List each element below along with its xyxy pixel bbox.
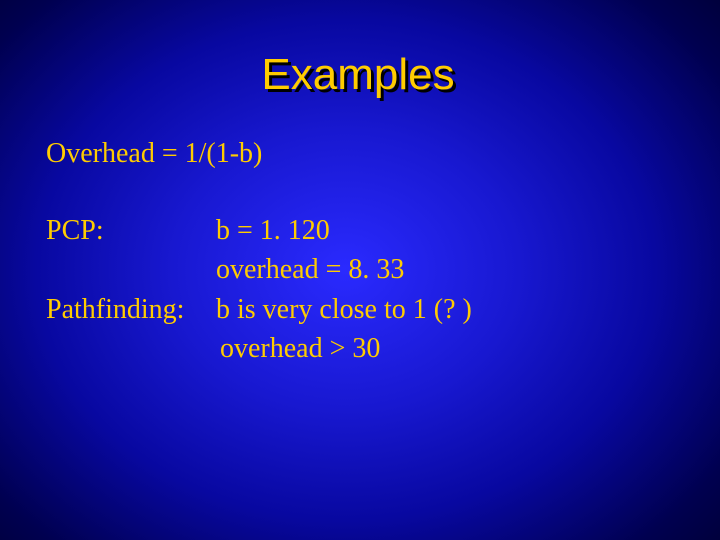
entry-value-line2: overhead = 8. 33: [216, 250, 472, 289]
entry-label: Pathfinding:: [46, 290, 216, 329]
formula-line: Overhead = 1/(1-b): [46, 134, 670, 173]
entry-row: overhead = 8. 33: [46, 250, 472, 289]
slide-body: Overhead = 1/(1-b) PCP: b = 1. 120 overh…: [46, 134, 670, 368]
entry-label-empty: [46, 329, 216, 368]
entry-value-line2: overhead > 30: [216, 329, 472, 368]
entry-row: overhead > 30: [46, 329, 472, 368]
entry-value-line1: b = 1. 120: [216, 211, 472, 250]
entry-row: Pathfinding: b is very close to 1 (? ): [46, 290, 472, 329]
title-shadow-text: Examples Examples: [261, 50, 454, 100]
entries-table: PCP: b = 1. 120 overhead = 8. 33 Pathfin…: [46, 211, 472, 368]
entry-value-line1: b is very close to 1 (? ): [216, 290, 472, 329]
entry-label-empty: [46, 250, 216, 289]
entry-label: PCP:: [46, 211, 216, 250]
slide: Examples Examples Overhead = 1/(1-b) PCP…: [0, 0, 720, 540]
entry-row: PCP: b = 1. 120: [46, 211, 472, 250]
slide-title: Examples Examples: [46, 50, 670, 100]
title-front-layer: Examples: [261, 50, 454, 99]
